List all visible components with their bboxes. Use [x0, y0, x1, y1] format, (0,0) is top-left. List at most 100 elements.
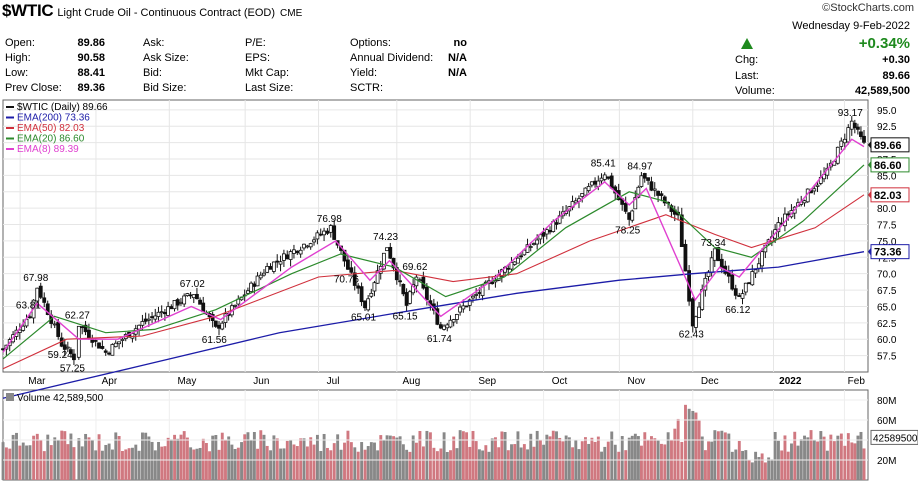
volume-bar: [385, 435, 389, 480]
candle-up: [712, 248, 717, 261]
candle-up: [262, 272, 266, 276]
candle-down: [424, 286, 429, 301]
volume-bar: [262, 434, 266, 480]
volume-bar: [636, 436, 640, 480]
volume-bar: [793, 431, 797, 480]
candle-up: [580, 193, 585, 197]
x-tick-label: 2022: [779, 376, 802, 387]
candle-up: [385, 247, 389, 252]
volume-tick-label: 20M: [877, 456, 896, 467]
volume-bar: [315, 434, 319, 480]
volume-bar: [42, 451, 46, 480]
candle-down: [201, 302, 206, 313]
price-marker-pointer: [868, 140, 871, 149]
volume-bar: [376, 450, 380, 480]
legend-entry-price: $WTIC (Daily) 89.66: [17, 102, 108, 113]
volume-marker-box: [870, 429, 918, 445]
volume-bar: [160, 446, 164, 480]
y-tick-label: 65.0: [877, 302, 897, 313]
volume-bar: [195, 448, 199, 480]
candle-down: [195, 293, 199, 300]
candle-up: [467, 299, 472, 306]
candle-up: [312, 239, 316, 243]
volume-bar: [117, 436, 121, 480]
candle-down: [438, 324, 443, 329]
candle-up: [369, 292, 374, 297]
volume-bar: [783, 435, 787, 480]
price-annotation: 61.74: [427, 334, 452, 345]
volume-bar: [211, 435, 215, 480]
candle-down: [642, 173, 647, 179]
volume-bar: [720, 430, 724, 480]
candle-up: [246, 290, 250, 294]
candle-up: [322, 230, 326, 236]
volume-bar: [428, 432, 432, 480]
candle-down: [213, 320, 218, 327]
candle-down: [737, 295, 742, 297]
chart-title: $WTIC Light Crude Oil - Continuous Contr…: [2, 1, 302, 21]
volume-bar: [204, 442, 208, 480]
volume-bar: [189, 447, 193, 480]
volume-bar: [590, 437, 594, 480]
chg-value: +0.30: [882, 54, 910, 66]
volume-bar: [353, 447, 357, 480]
volume-label: Volume:: [735, 85, 775, 97]
candle-up: [544, 229, 549, 235]
volume-bar: [684, 404, 687, 480]
volume-bar: [526, 449, 530, 480]
volume-bar: [734, 449, 738, 480]
candle-down: [679, 214, 684, 247]
volume-bar: [269, 450, 273, 480]
candle-up: [191, 294, 196, 299]
candle-up: [445, 324, 450, 329]
volume-bar: [780, 450, 784, 480]
volume-bar: [767, 457, 771, 480]
candle-down: [90, 339, 95, 343]
volume-bar: [201, 438, 205, 480]
volume-bar: [630, 435, 634, 480]
volume-legend-swatch: [6, 393, 14, 401]
stat-value: 89.36: [77, 82, 105, 94]
price-annotation: 67.98: [23, 273, 48, 284]
volume-bar: [299, 438, 303, 480]
candle-down: [404, 292, 409, 306]
volume-bar: [411, 435, 415, 480]
volume-bar: [790, 443, 793, 480]
x-tick-label: Feb: [848, 376, 866, 387]
candle-up: [743, 282, 748, 293]
volume-bar: [624, 450, 628, 480]
volume-bar: [853, 443, 857, 480]
candle-down: [627, 212, 632, 220]
price-marker-pointer: [868, 247, 871, 256]
volume-bar: [468, 446, 472, 480]
stat-value: N/A: [448, 52, 467, 64]
volume-bar: [763, 462, 767, 480]
y-tick-label: 80.0: [877, 204, 897, 215]
volume-bar: [620, 436, 624, 480]
candle-down: [352, 272, 357, 286]
stat-label: Options:: [350, 37, 391, 49]
volume-bar: [551, 430, 555, 480]
candle-down: [38, 285, 43, 298]
candle-up: [639, 175, 644, 187]
volume-bar: [580, 441, 584, 480]
volume-bar: [373, 442, 376, 480]
volume-bar: [713, 430, 717, 480]
volume-bar: [555, 431, 558, 480]
candle-up: [846, 127, 851, 143]
candle-up: [474, 294, 479, 296]
candle-up: [451, 319, 456, 323]
candle-down: [730, 274, 735, 290]
volume-bar: [401, 444, 405, 480]
candle-up: [137, 324, 141, 330]
candle-up: [839, 140, 844, 147]
price-annotation: 93.17: [838, 108, 863, 119]
volume-bar: [643, 432, 647, 480]
volume-panel-frame: [2, 389, 869, 481]
volume-bar: [653, 438, 657, 480]
price-annotation: 63.81: [16, 300, 41, 311]
volume-bar: [84, 433, 88, 480]
volume-bar: [796, 445, 800, 480]
volume-bar: [176, 438, 180, 480]
volume-bar: [673, 428, 677, 480]
